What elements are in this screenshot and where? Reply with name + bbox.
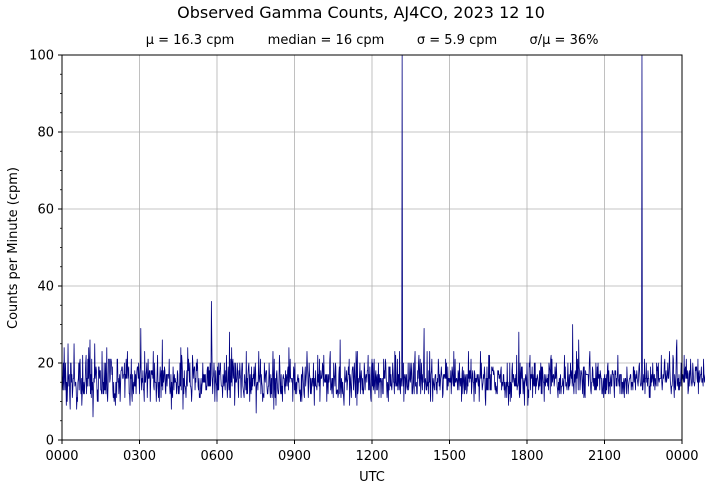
- x-tick-label-2: 0600: [200, 449, 233, 464]
- y-tick-label-4: 80: [37, 126, 54, 141]
- x-tick-label-5: 1500: [433, 449, 466, 464]
- subtitle-mean: μ = 16.3 cpm: [146, 33, 235, 48]
- grid: [61, 54, 683, 441]
- y-tick-label-3: 60: [37, 203, 54, 218]
- series-area: [61, 54, 705, 418]
- subtitle-sigma-over-mu: σ/μ = 36%: [530, 33, 599, 48]
- x-tick-label-3: 0900: [278, 449, 311, 464]
- subtitle-median: median = 16 cpm: [268, 33, 385, 48]
- subtitle-sigma: σ = 5.9 cpm: [417, 33, 497, 48]
- x-tick-label-1: 0300: [123, 449, 156, 464]
- x-tick-label-4: 1200: [355, 449, 388, 464]
- x-axis-label: UTC: [359, 470, 385, 485]
- y-tick-label-2: 40: [37, 280, 54, 295]
- x-tick-label-8: 0000: [665, 449, 698, 464]
- axes: 0000 0300 0600 0900 1200 1500 1800 2100 00000204…: [29, 49, 698, 465]
- y-axis-label: Counts per Minute (cpm): [6, 167, 21, 329]
- y-tick-label-0: 0: [46, 434, 54, 449]
- x-tick-label-6: 1800: [510, 449, 543, 464]
- chart-subtitle: μ = 16.3 cpm median = 16 cpm σ = 5.9 cpm…: [146, 33, 599, 48]
- x-tick-label-0: 0000: [45, 449, 78, 464]
- chart-title: Observed Gamma Counts, AJ4CO, 2023 12 10: [177, 3, 545, 22]
- y-tick-label-5: 100: [29, 49, 54, 64]
- y-tick-label-1: 20: [37, 357, 54, 372]
- x-tick-label-7: 2100: [588, 449, 621, 464]
- series-line-0: [61, 54, 705, 418]
